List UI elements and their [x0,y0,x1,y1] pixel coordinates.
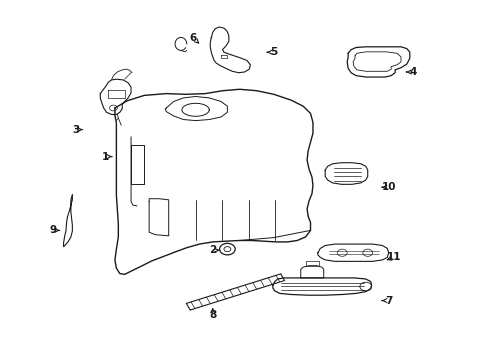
Text: 8: 8 [209,310,216,320]
Text: 7: 7 [384,296,392,306]
Text: 6: 6 [189,33,196,43]
Text: 10: 10 [381,182,395,192]
Text: 4: 4 [408,67,416,77]
Text: 1: 1 [102,152,108,162]
Text: 9: 9 [49,225,56,235]
Text: 2: 2 [209,245,216,255]
Text: 5: 5 [270,47,277,57]
Text: 11: 11 [386,252,400,262]
Text: 3: 3 [72,125,79,135]
